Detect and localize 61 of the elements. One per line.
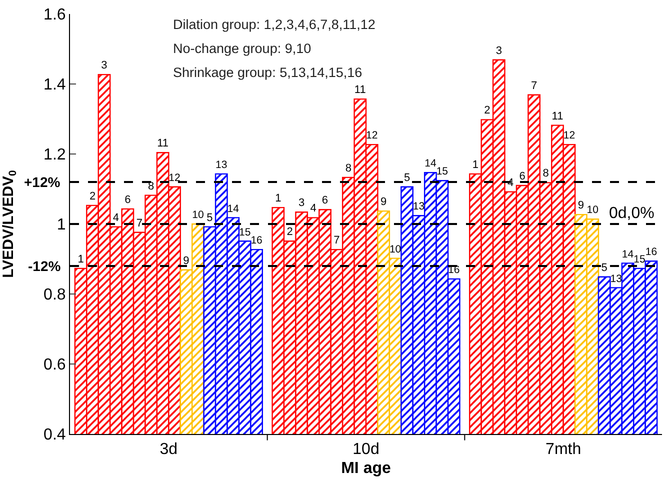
text: 8 (542, 168, 549, 180)
annotation: No-change group: 9,10 (173, 41, 312, 56)
text: 2 (484, 104, 490, 117)
series-label: 13 (216, 159, 228, 172)
text: 15 (634, 254, 646, 266)
x-tick-label: 10d (352, 441, 380, 458)
series-label: 6 (124, 194, 131, 206)
text: 9 (380, 196, 387, 208)
text: -12% (28, 258, 62, 274)
y-tick-label: 0.6 (44, 356, 66, 374)
series-label: 15 (238, 226, 251, 238)
y-tick-label: 1.4 (44, 76, 66, 94)
series-label: 16 (250, 234, 263, 247)
text: 9 (578, 200, 584, 212)
x-tick-label: 7mth (546, 441, 582, 458)
series-label: 14 (227, 202, 240, 215)
text: 7 (334, 234, 340, 247)
text: 6 (519, 170, 526, 182)
y-tick-label: 0.8 (44, 286, 66, 304)
y-tick-label: 1.6 (44, 6, 66, 24)
series-label: 4 (112, 212, 120, 224)
text: 11 (354, 84, 366, 96)
text: 1 (275, 192, 282, 205)
text: 1 (472, 158, 479, 171)
series-label: 2 (89, 190, 96, 202)
text: 11 (552, 110, 564, 122)
text: 14 (622, 248, 634, 260)
text: 14 (424, 158, 436, 170)
text: 4 (310, 202, 316, 215)
text: +12% (24, 174, 61, 190)
text: 2 (286, 226, 293, 238)
text: 3 (298, 197, 305, 210)
text: 3 (496, 44, 502, 57)
text: 13 (412, 200, 425, 213)
series-label: 1 (78, 253, 84, 266)
y-tick-label: 0.4 (44, 426, 66, 444)
text: 6 (322, 194, 328, 207)
series-label: 10 (192, 209, 204, 222)
y-tick-label: 1 (56, 216, 66, 234)
series-label: 5 (206, 212, 213, 224)
text: 7 (530, 80, 538, 92)
series-label: 3 (101, 60, 108, 72)
text: 10 (586, 204, 598, 216)
text: 8 (345, 162, 352, 174)
x-axis-title: MI age (341, 460, 391, 477)
series-label: 9 (183, 254, 190, 267)
series-label: 7 (136, 217, 142, 230)
text: 13 (610, 272, 622, 285)
series-label: 11 (157, 138, 169, 150)
text: 15 (436, 166, 448, 178)
text: 12 (563, 130, 576, 142)
y-tick-label: 1.2 (44, 146, 66, 164)
series-label: 12 (168, 172, 181, 184)
text: 5 (404, 172, 410, 184)
text: 12 (366, 130, 378, 142)
annotation: 0d,0% (609, 205, 654, 222)
x-tick-label: 3d (160, 441, 178, 458)
annotation: Dilation group: 1,2,3,4,6,7,8,11,12 (173, 17, 376, 32)
annotation: Shrinkage group: 5,13,14,15,16 (173, 65, 362, 80)
text: 5 (601, 262, 608, 274)
text: 16 (645, 246, 658, 258)
